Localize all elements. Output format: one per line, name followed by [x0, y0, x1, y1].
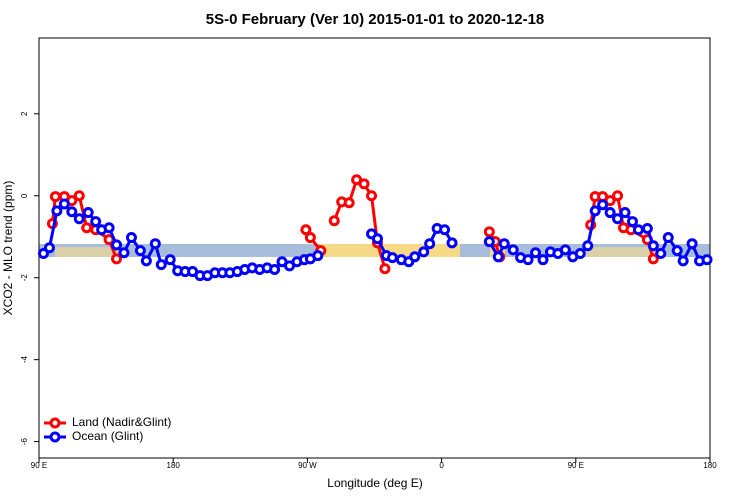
- point: [134, 245, 146, 257]
- plot-frame: [38, 37, 711, 459]
- chart-title: 5S-0 February (Ver 10) 2015-01-01 to 202…: [206, 11, 545, 28]
- point: [111, 239, 123, 251]
- x-tick-label: 90 E: [568, 461, 584, 470]
- point: [537, 254, 549, 266]
- point: [582, 240, 594, 252]
- point: [111, 253, 123, 265]
- point: [103, 222, 115, 234]
- point: [446, 237, 458, 249]
- point: [626, 216, 638, 228]
- point: [418, 246, 430, 258]
- x-axis-label: Longitude (deg E): [327, 476, 422, 490]
- y-tick-label: -6: [20, 438, 29, 446]
- point: [559, 244, 571, 256]
- point: [507, 244, 519, 256]
- point: [155, 259, 167, 271]
- x-tick-label: 0: [439, 461, 444, 470]
- point: [66, 206, 78, 218]
- point: [386, 252, 398, 264]
- point: [43, 242, 55, 254]
- point: [51, 205, 63, 217]
- point: [604, 207, 616, 219]
- point: [492, 251, 504, 263]
- point: [483, 236, 495, 248]
- point: [701, 254, 713, 266]
- point: [358, 178, 370, 190]
- point: [73, 213, 85, 225]
- legend-label: Land (Nadir&Glint): [72, 415, 171, 429]
- point: [424, 238, 436, 250]
- point: [312, 250, 324, 262]
- x-tick-label: 90 W: [298, 461, 317, 470]
- point: [82, 207, 94, 219]
- legend-marker: [49, 431, 61, 443]
- y-tick-label: -2: [20, 274, 29, 282]
- legend-label: Ocean (Glint): [72, 429, 143, 443]
- point: [269, 264, 281, 276]
- point: [125, 232, 137, 244]
- point: [366, 190, 378, 202]
- point: [73, 190, 85, 202]
- point: [81, 222, 93, 234]
- point: [641, 223, 653, 235]
- point: [90, 216, 102, 228]
- point: [574, 248, 586, 260]
- point: [300, 224, 312, 236]
- point: [647, 253, 659, 265]
- x-tick-label: 180: [703, 461, 717, 470]
- point: [597, 199, 609, 211]
- point: [677, 255, 689, 267]
- point: [49, 191, 61, 203]
- point: [671, 245, 683, 257]
- point: [483, 226, 495, 238]
- y-tick-label: 2: [20, 111, 29, 116]
- point: [328, 215, 340, 227]
- point: [164, 254, 176, 266]
- point: [58, 198, 70, 210]
- point: [612, 190, 624, 202]
- point: [655, 248, 667, 260]
- point: [371, 233, 383, 245]
- point: [439, 224, 451, 236]
- point: [662, 232, 674, 244]
- point: [409, 251, 421, 263]
- point: [530, 247, 542, 259]
- point: [522, 254, 534, 266]
- point: [612, 213, 624, 225]
- x-tick-label: 90 E: [31, 461, 47, 470]
- point: [632, 224, 644, 236]
- point: [379, 263, 391, 275]
- point: [149, 238, 161, 250]
- point: [498, 238, 510, 250]
- y-tick-label: -4: [20, 356, 29, 364]
- point: [619, 207, 631, 219]
- point: [589, 205, 601, 217]
- point: [647, 240, 659, 252]
- point: [686, 238, 698, 250]
- legend-marker: [49, 417, 61, 429]
- y-tick-label: 0: [20, 193, 29, 198]
- point: [304, 232, 316, 244]
- x-tick-label: 180: [167, 461, 181, 470]
- point: [140, 255, 152, 267]
- point: [343, 197, 355, 209]
- y-axis-label: XCO2 - MLO trend (ppm): [1, 181, 15, 316]
- point: [118, 247, 130, 259]
